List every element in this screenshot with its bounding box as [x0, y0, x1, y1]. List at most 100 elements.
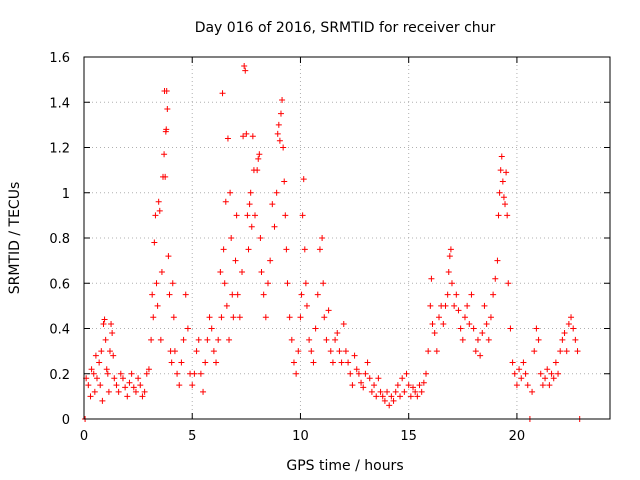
data-point — [468, 291, 475, 298]
data-point — [226, 336, 233, 343]
data-point — [96, 359, 103, 366]
data-point — [282, 212, 289, 219]
data-point — [210, 348, 217, 355]
x-tick-label: 0 — [80, 429, 88, 444]
data-point — [229, 291, 236, 298]
data-point — [392, 388, 399, 395]
data-point — [329, 359, 336, 366]
y-tick-label: 1.2 — [49, 142, 70, 157]
data-point — [442, 302, 449, 309]
data-point — [189, 382, 196, 389]
data-point — [368, 388, 375, 395]
data-point — [219, 90, 226, 97]
data-point — [243, 130, 250, 137]
data-point — [310, 359, 317, 366]
data-point — [457, 325, 464, 332]
data-point — [220, 246, 227, 253]
data-point — [156, 207, 163, 214]
data-point — [557, 348, 564, 355]
data-point — [300, 176, 307, 183]
data-point — [230, 314, 237, 321]
data-point — [93, 375, 100, 382]
data-point — [487, 314, 494, 321]
data-point — [464, 302, 471, 309]
data-point — [455, 307, 462, 314]
data-point — [505, 280, 512, 287]
data-point — [342, 348, 349, 355]
data-point — [87, 393, 94, 400]
data-point — [401, 388, 408, 395]
data-point — [373, 393, 380, 400]
data-point — [184, 325, 191, 332]
data-point — [509, 359, 516, 366]
data-point — [323, 336, 330, 343]
data-point — [299, 212, 306, 219]
data-point — [178, 359, 185, 366]
data-point — [345, 359, 352, 366]
data-point — [477, 352, 484, 359]
data-point — [152, 212, 159, 219]
data-point — [163, 126, 170, 133]
data-point — [128, 370, 135, 377]
data-point — [423, 370, 430, 377]
data-point — [115, 388, 122, 395]
y-tick-label: 0.2 — [49, 368, 70, 383]
data-point — [336, 348, 343, 355]
data-point — [224, 135, 231, 142]
x-tick-label: 15 — [400, 429, 417, 444]
data-point — [90, 370, 97, 377]
data-point — [113, 382, 120, 389]
data-point — [572, 336, 579, 343]
data-point — [546, 382, 553, 389]
data-point — [117, 370, 124, 377]
data-point — [325, 307, 332, 314]
data-point — [425, 348, 432, 355]
data-point — [92, 352, 99, 359]
data-point — [574, 348, 581, 355]
data-point — [248, 223, 255, 230]
data-point — [377, 388, 384, 395]
data-point — [495, 212, 502, 219]
data-point — [399, 375, 406, 382]
data-point — [204, 336, 211, 343]
data-point — [445, 268, 452, 275]
data-point — [321, 314, 328, 321]
data-point — [99, 397, 106, 404]
data-point — [257, 235, 264, 241]
data-point — [245, 246, 252, 253]
data-point — [332, 336, 339, 343]
data-point — [542, 375, 549, 382]
data-point — [502, 201, 509, 208]
data-point — [431, 330, 438, 337]
data-point — [103, 366, 110, 373]
data-point — [498, 153, 505, 160]
data-point — [182, 291, 189, 298]
data-point — [122, 384, 129, 391]
data-point — [490, 291, 497, 298]
data-point — [236, 314, 243, 321]
data-point — [407, 393, 414, 400]
data-point — [246, 201, 253, 208]
data-point — [85, 382, 92, 389]
data-point — [301, 246, 308, 253]
data-point — [447, 246, 454, 253]
data-point — [520, 359, 527, 366]
data-points — [82, 63, 583, 422]
data-point — [202, 359, 209, 366]
data-point — [162, 173, 169, 180]
data-point — [104, 370, 111, 377]
data-point — [483, 320, 490, 327]
data-point — [297, 314, 304, 321]
data-point — [154, 302, 161, 309]
data-point — [362, 370, 369, 377]
data-point — [158, 268, 165, 275]
y-axis-title: SRMTID / TECUs — [7, 182, 23, 295]
data-point — [234, 291, 241, 298]
data-point — [537, 370, 544, 377]
data-point — [283, 246, 290, 253]
x-tick-label: 20 — [509, 429, 526, 444]
data-point — [418, 388, 425, 395]
data-point — [277, 110, 284, 117]
data-point — [494, 257, 501, 264]
